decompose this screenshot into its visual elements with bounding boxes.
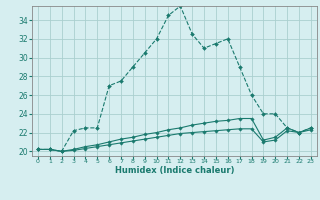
X-axis label: Humidex (Indice chaleur): Humidex (Indice chaleur) (115, 166, 234, 175)
